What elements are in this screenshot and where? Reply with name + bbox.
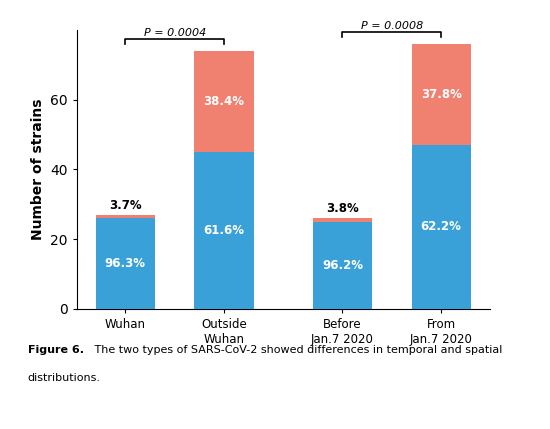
Text: 96.3%: 96.3% — [105, 257, 146, 270]
Text: 62.2%: 62.2% — [421, 221, 461, 233]
Bar — [96, 215, 155, 218]
Bar — [313, 218, 372, 222]
Y-axis label: Number of strains: Number of strains — [31, 99, 45, 240]
Text: distributions.: distributions. — [28, 373, 101, 383]
Text: 37.8%: 37.8% — [421, 88, 461, 101]
Text: Figure 6.: Figure 6. — [28, 345, 84, 355]
Text: The two types of SARS-CoV-2 showed differences in temporal and spatial: The two types of SARS-CoV-2 showed diffe… — [91, 345, 502, 355]
Text: 3.8%: 3.8% — [326, 202, 359, 215]
Bar — [96, 218, 155, 309]
Text: P = 0.0004: P = 0.0004 — [144, 28, 206, 38]
Text: 96.2%: 96.2% — [322, 259, 363, 272]
Text: P = 0.0008: P = 0.0008 — [361, 21, 423, 31]
Text: 3.7%: 3.7% — [109, 199, 142, 212]
Bar — [195, 51, 254, 152]
Bar — [195, 152, 254, 309]
Bar — [411, 145, 471, 309]
Bar — [411, 44, 471, 145]
Text: 61.6%: 61.6% — [204, 224, 245, 237]
Bar — [313, 222, 372, 309]
Text: 38.4%: 38.4% — [204, 95, 245, 108]
